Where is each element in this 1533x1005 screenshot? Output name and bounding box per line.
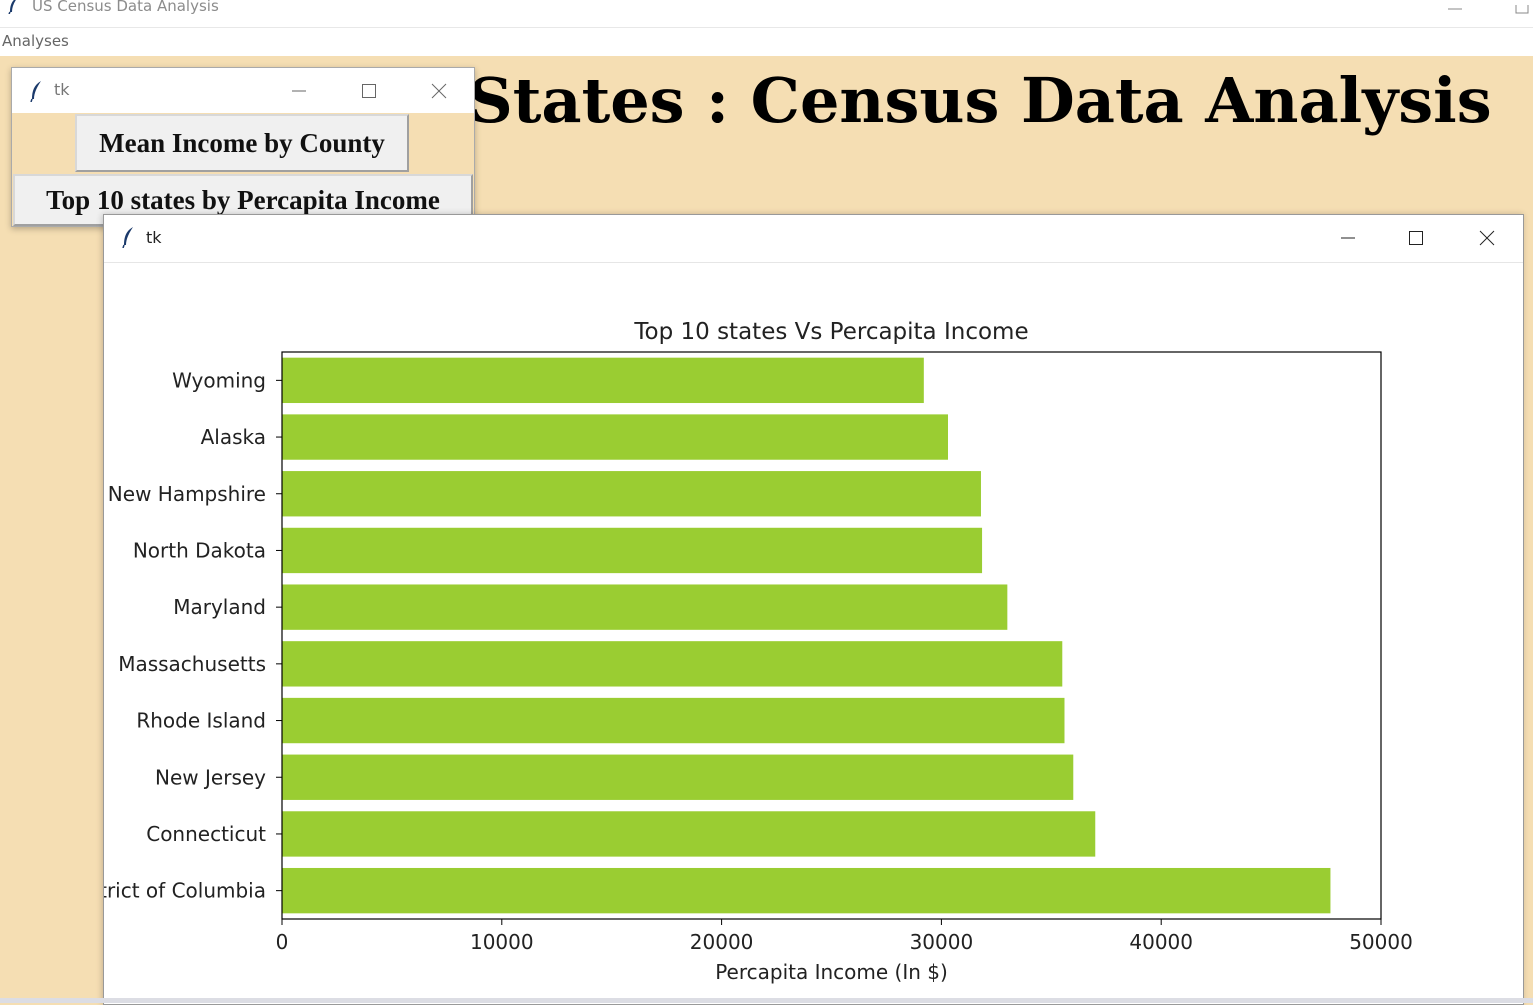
chart-title: Top 10 states Vs Percapita Income — [633, 319, 1028, 345]
x-axis-label: Percapita Income (In $) — [715, 960, 948, 984]
feather-icon — [122, 226, 133, 248]
button-window: tk Mean Income by County Top 10 states b… — [11, 67, 475, 227]
plot-frame — [281, 351, 1382, 920]
y-tick-label: District of Columbia — [104, 879, 266, 903]
window-title: US Census Data Analysis — [32, 0, 219, 15]
y-tick-label: Alaska — [201, 425, 266, 449]
bar-new-hampshire — [282, 471, 981, 517]
bar-connecticut — [282, 811, 1096, 857]
bar-maryland — [282, 584, 1008, 630]
x-tick-label: 30000 — [910, 930, 974, 954]
bar-north-dakota — [282, 527, 983, 574]
x-tick-label: 50000 — [1349, 930, 1413, 954]
bar-district-of-columbia — [282, 867, 1331, 914]
y-tick-label: Massachusetts — [118, 652, 266, 676]
maximize-icon[interactable] — [1515, 0, 1533, 14]
main-titlebar: US Census Data Analysis — [0, 0, 1533, 28]
x-tick-label: 0 — [276, 930, 289, 954]
mean-income-by-county-button[interactable]: Mean Income by County — [75, 114, 409, 172]
menu-analyses[interactable]: Analyses — [2, 32, 69, 50]
x-tick-label: 40000 — [1129, 930, 1193, 954]
minimize-icon[interactable] — [1446, 0, 1466, 10]
y-tick-label: Maryland — [173, 595, 266, 619]
y-tick-label: New Jersey — [155, 765, 266, 789]
top-10-states-button[interactable]: Top 10 states by Percapita Income — [13, 174, 473, 226]
close-icon[interactable] — [1464, 215, 1510, 260]
y-tick-label: Rhode Island — [136, 709, 266, 733]
y-tick-label: North Dakota — [133, 538, 266, 562]
minimize-icon[interactable] — [1325, 215, 1371, 260]
feather-icon — [30, 80, 41, 102]
x-tick-label: 20000 — [690, 930, 754, 954]
y-tick-label: New Hampshire — [108, 482, 266, 506]
bar-new-jersey — [282, 754, 1074, 800]
bar-massachusetts — [282, 641, 1063, 687]
feather-icon — [8, 0, 18, 14]
chart-window-titlebar: tk — [104, 215, 1523, 263]
button-window-titlebar: tk — [12, 68, 474, 113]
close-icon[interactable] — [416, 68, 462, 113]
chart-window: tk Top 10 states Vs Percapita Income Wyom… — [103, 214, 1524, 1005]
y-tick-label: Connecticut — [146, 822, 266, 846]
button-window-title: tk — [54, 80, 70, 99]
taskbar — [0, 998, 1533, 1003]
bar-alaska — [282, 414, 948, 460]
maximize-icon[interactable] — [1393, 215, 1439, 260]
minimize-icon[interactable] — [276, 68, 322, 113]
chart-window-title: tk — [146, 228, 162, 247]
maximize-icon[interactable] — [346, 68, 392, 113]
menubar: Analyses — [0, 28, 1533, 56]
bar-chart: Top 10 states Vs Percapita Income Wyoming… — [104, 319, 1413, 984]
bar-wyoming — [282, 357, 924, 404]
y-tick-label: Wyoming — [172, 368, 266, 392]
bar-rhode-island — [282, 697, 1065, 744]
x-tick-label: 10000 — [470, 930, 534, 954]
page-heading: States : Census Data Analysis — [468, 64, 1492, 137]
